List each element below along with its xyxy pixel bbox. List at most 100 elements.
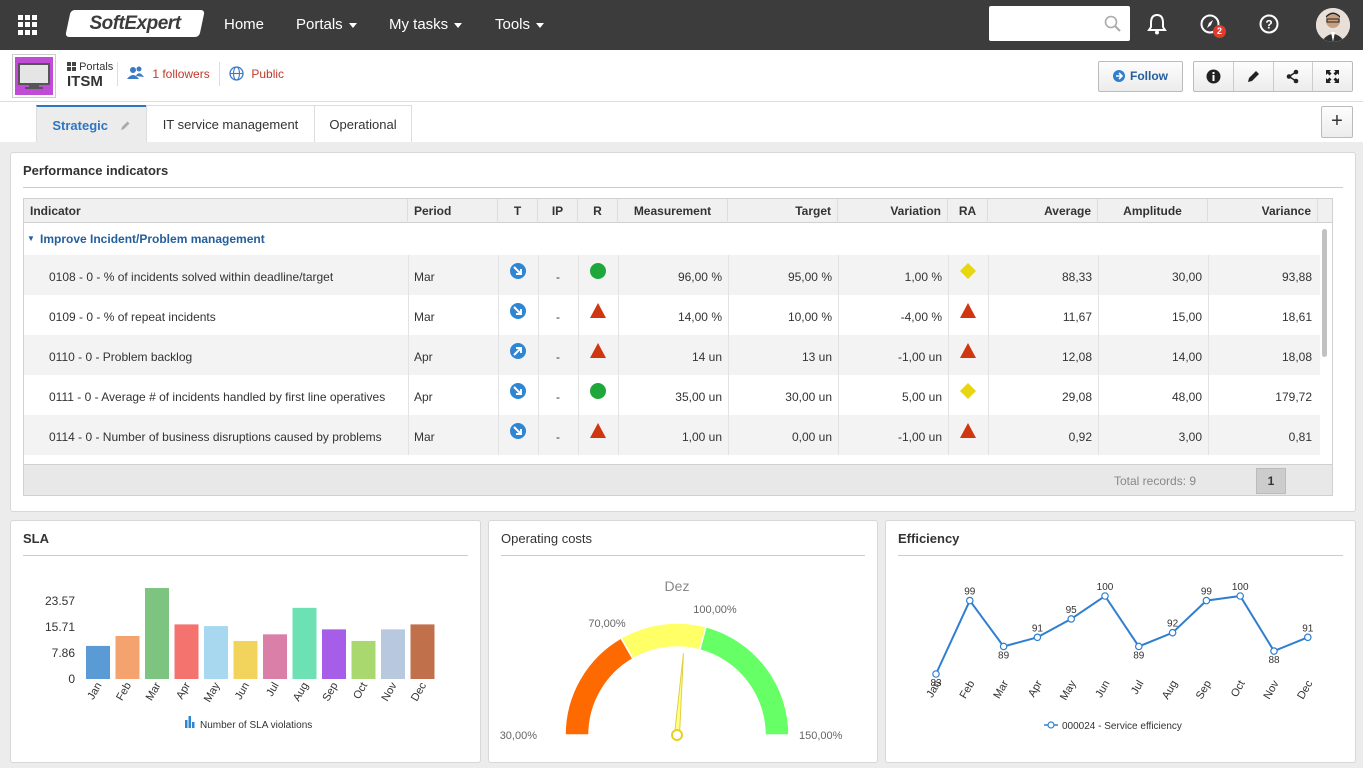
performance-panel: Performance indicators Indicator Period T I… (10, 152, 1356, 512)
sla-panel: SLA 0 7.86 15.71 23.57 Jan Feb Mar Apr May Jun Jul… (10, 520, 481, 763)
legend-label: Number of SLA violations (200, 720, 312, 731)
caret-down-icon[interactable]: ▼ (27, 234, 35, 243)
table-row[interactable]: 0110 - 0 - Problem backlog Apr - 14 un 13 un… (24, 335, 1320, 375)
nav-portals[interactable]: Portals (296, 16, 357, 33)
cell-ip: - (556, 310, 560, 324)
x-tick-label: Mar (991, 678, 1011, 701)
column-header[interactable]: Average (988, 199, 1098, 223)
gauge-band-2 (698, 625, 790, 736)
breadcrumb[interactable]: Portals (67, 61, 113, 73)
column-header[interactable]: RA (948, 199, 988, 223)
search-icon[interactable] (1104, 15, 1122, 33)
nav-my-tasks[interactable]: My tasks (389, 16, 463, 33)
column-header[interactable]: IP (538, 199, 578, 223)
column-header[interactable]: R (578, 199, 618, 223)
divider (538, 295, 539, 335)
avatar[interactable] (1316, 8, 1350, 42)
data-point (1236, 592, 1245, 600)
cell-ip: - (556, 390, 560, 404)
visibility-link[interactable]: Public (229, 66, 284, 81)
x-tick-label: Mar (144, 680, 164, 703)
help-icon[interactable]: ? (1258, 13, 1280, 35)
column-header[interactable]: Variance (1208, 199, 1318, 223)
scrollbar[interactable] (1322, 229, 1327, 357)
divider (1208, 415, 1209, 455)
bar-jul (263, 634, 287, 679)
costs-panel: Operating costs Dez 30,00% 70,00% 100,00% 15… (488, 520, 878, 763)
divider (1098, 415, 1099, 455)
cell-indicator[interactable]: 0111 - 0 - Average # of incidents handle… (49, 390, 386, 404)
cell-indicator[interactable]: 0110 - 0 - Problem backlog (49, 350, 193, 364)
legend-marker (1047, 721, 1055, 729)
gauge-band-label: 70,00% (588, 618, 626, 630)
logo[interactable]: SoftExpert (65, 10, 205, 37)
apps-grid-icon[interactable] (18, 15, 38, 35)
page-button[interactable]: 1 (1256, 468, 1286, 494)
x-tick-label: Sep (1194, 679, 1214, 702)
followers-link[interactable]: 1 followers (127, 66, 210, 81)
column-header[interactable]: Variation (838, 199, 948, 223)
compass-icon[interactable] (1199, 13, 1221, 35)
chevron-down-icon (348, 22, 357, 28)
red-triangle-icon (960, 303, 976, 318)
edit-button[interactable] (1234, 62, 1274, 91)
data-label: 83 (930, 678, 942, 689)
divider (948, 295, 949, 335)
bar-aug (292, 607, 317, 679)
tab-strategic[interactable]: Strategic (36, 105, 147, 142)
nav-home[interactable]: Home (224, 16, 265, 33)
cell-ra (948, 295, 988, 335)
divider (498, 255, 499, 295)
divider (578, 375, 579, 415)
cell-indicator[interactable]: 0109 - 0 - % of repeat incidents (49, 310, 216, 324)
data-label: 91 (1032, 623, 1044, 634)
cell-indicator[interactable]: 0114 - 0 - Number of business disruption… (49, 430, 382, 444)
search-input[interactable] (989, 6, 1130, 41)
divider (618, 375, 619, 415)
tab-operational[interactable]: Operational (314, 105, 412, 142)
cell-r (578, 335, 618, 375)
x-tick-label: Sep (320, 681, 340, 704)
pencil-icon[interactable] (120, 120, 131, 131)
x-tick-label: Jun (1093, 679, 1112, 700)
divider (498, 375, 499, 415)
breadcrumb-portals[interactable]: Portals (79, 61, 114, 73)
column-header[interactable]: Measurement (618, 199, 728, 223)
info-button[interactable] (1194, 62, 1234, 91)
fullscreen-button[interactable] (1313, 62, 1352, 91)
globe-icon (229, 66, 244, 81)
follow-button[interactable]: Follow (1098, 61, 1183, 92)
bell-icon[interactable] (1147, 13, 1167, 35)
green-circle-icon (590, 383, 606, 399)
cell-ra (948, 415, 988, 455)
column-header[interactable]: Amplitude (1098, 199, 1208, 223)
bar-feb (115, 635, 140, 679)
column-header[interactable]: Target (728, 199, 838, 223)
table-row[interactable]: 0108 - 0 - % of incidents solved within … (24, 255, 1320, 295)
cell-indicator[interactable]: 0108 - 0 - % of incidents solved within … (49, 270, 334, 284)
cell-ip: - (556, 430, 560, 444)
data-point (1303, 633, 1312, 642)
table-row[interactable]: 0109 - 0 - % of repeat incidents Mar - 14,0… (24, 295, 1320, 335)
data-label: 100 (1232, 582, 1249, 593)
cell-ra (948, 375, 988, 415)
x-tick-label: Oct (351, 681, 370, 702)
top-bar: SoftExpert Home Portals My tasks Tools 2… (0, 0, 1363, 50)
column-header[interactable]: Indicator (24, 199, 408, 223)
divider (728, 415, 729, 455)
group-row[interactable]: ▼ Improve Incident/Problem management (24, 223, 1320, 255)
data-point (1168, 628, 1177, 637)
panel-title: Performance indicators (23, 163, 169, 178)
column-header[interactable]: T (498, 199, 538, 223)
table-row[interactable]: 0114 - 0 - Number of business disruption… (24, 415, 1320, 455)
cell-amplitude: 48,00 (1171, 390, 1202, 404)
nav-tools[interactable]: Tools (495, 16, 545, 33)
x-tick-label: Aug (291, 681, 311, 704)
add-tab-button[interactable]: + (1321, 106, 1353, 138)
share-button[interactable] (1274, 62, 1314, 91)
column-header[interactable]: Period (408, 199, 498, 223)
legend-label: 000024 - Service efficiency (1062, 721, 1182, 732)
tab-it-service-management[interactable]: IT service management (146, 105, 315, 142)
table-row[interactable]: 0111 - 0 - Average # of incidents handle… (24, 375, 1320, 415)
cell-variation: 1,00 % (904, 270, 942, 284)
